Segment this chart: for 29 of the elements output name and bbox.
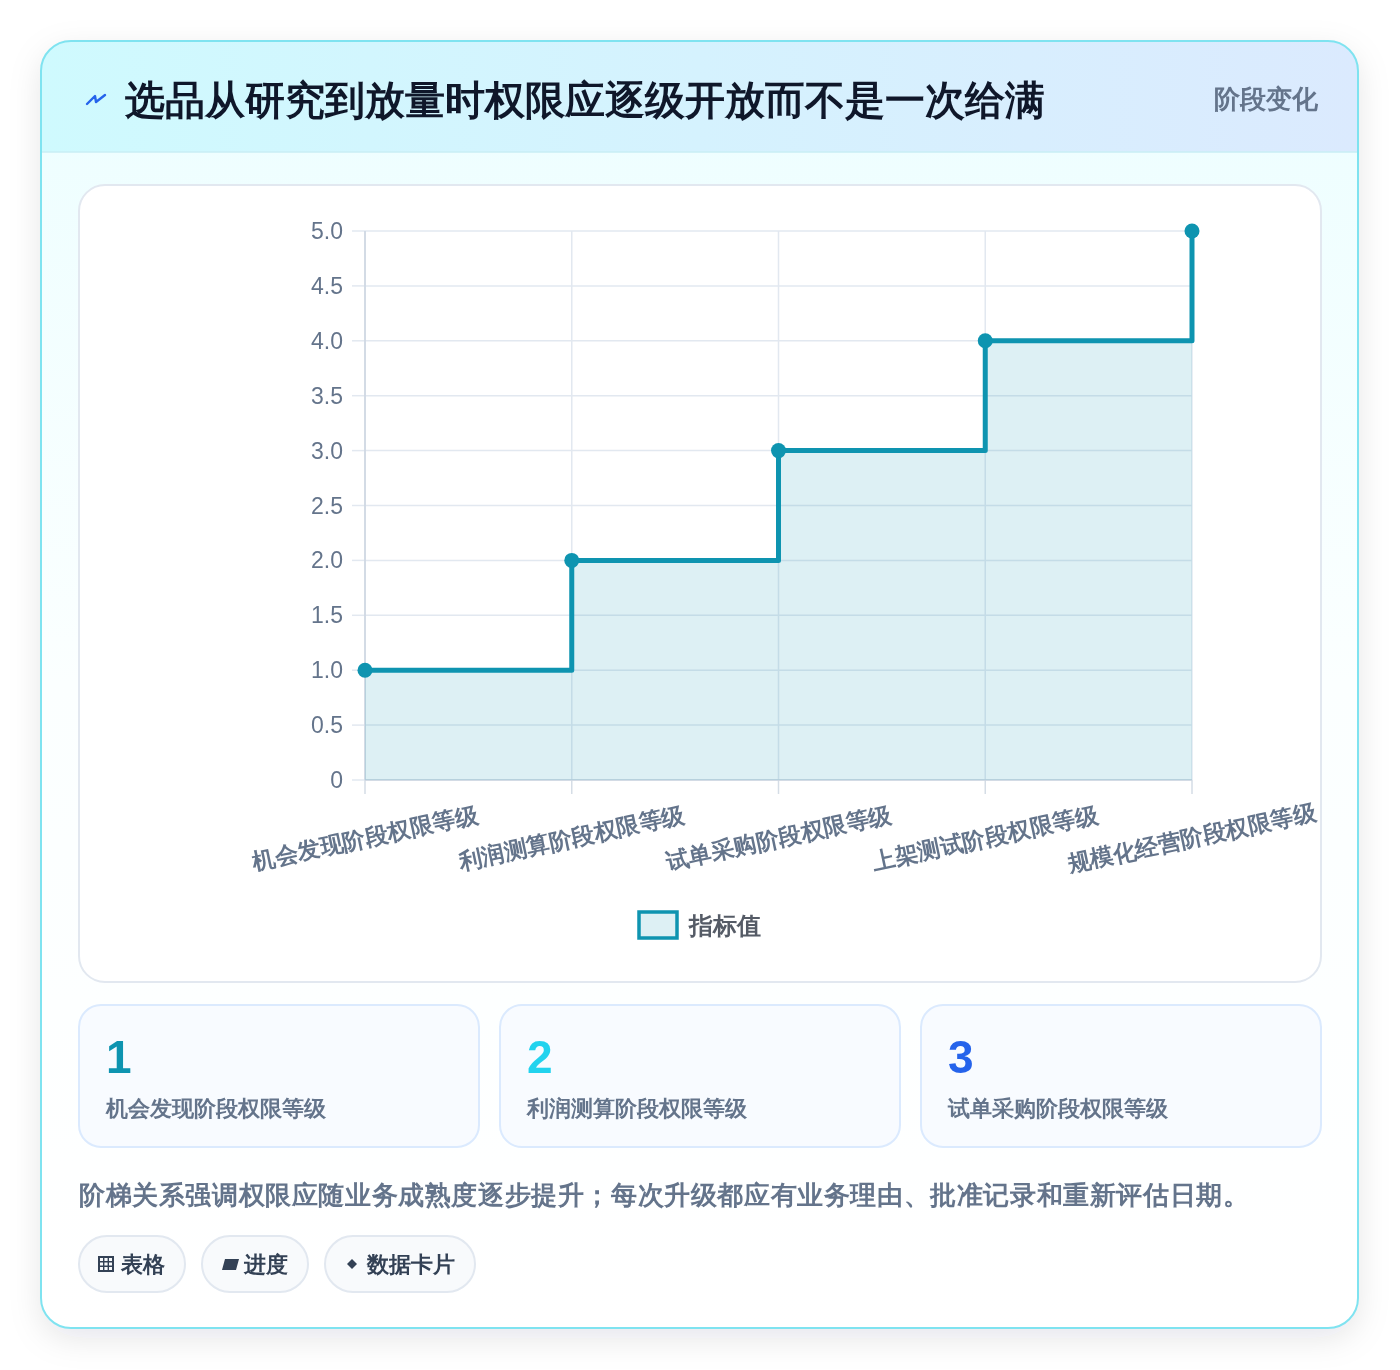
y-tick-label: 3.0 [311, 437, 343, 464]
text: 阶梯关系强调权限应随业务成熟度逐步提升；每次升级都应有业务理由、批准记录和重新评估日期。 [79, 1180, 1250, 1210]
data-label: 2 [527, 1031, 553, 1083]
point [564, 552, 580, 568]
y-tick-label: 0.5 [311, 712, 343, 739]
data-label: 3 [948, 1031, 974, 1083]
chart-title: 选品从研究到放量时权限应逐级开放而不是一次给满 [124, 78, 1045, 122]
y-tick-label: 3.5 [311, 382, 343, 409]
data-label: 1 [106, 1031, 132, 1083]
category-label: 机会发现阶段权限等级 [105, 1096, 327, 1121]
point [1184, 223, 1200, 239]
y-tick-label: 0 [330, 767, 343, 793]
point [357, 662, 373, 678]
point [977, 333, 993, 349]
text: 阶段变化 [1214, 84, 1319, 114]
legend-label: 指标值 [688, 912, 761, 939]
category-label: 利润测算阶段权限等级 [526, 1096, 748, 1121]
y-tick-label: 2.0 [311, 547, 343, 574]
text: 表格 [120, 1252, 166, 1277]
y-tick-label: 1.5 [311, 602, 343, 629]
y-tick-label: 1.0 [311, 657, 343, 684]
text: 进度 [243, 1252, 288, 1277]
text: 数据卡片 [366, 1252, 455, 1277]
point [771, 443, 786, 459]
y-tick-label: 4.5 [311, 272, 343, 299]
y-tick-label: 4.0 [311, 327, 343, 354]
y-tick-label: 5.0 [311, 218, 343, 244]
y-tick-label: 2.5 [311, 492, 343, 519]
category-label: 试单采购阶段权限等级 [947, 1096, 1169, 1121]
